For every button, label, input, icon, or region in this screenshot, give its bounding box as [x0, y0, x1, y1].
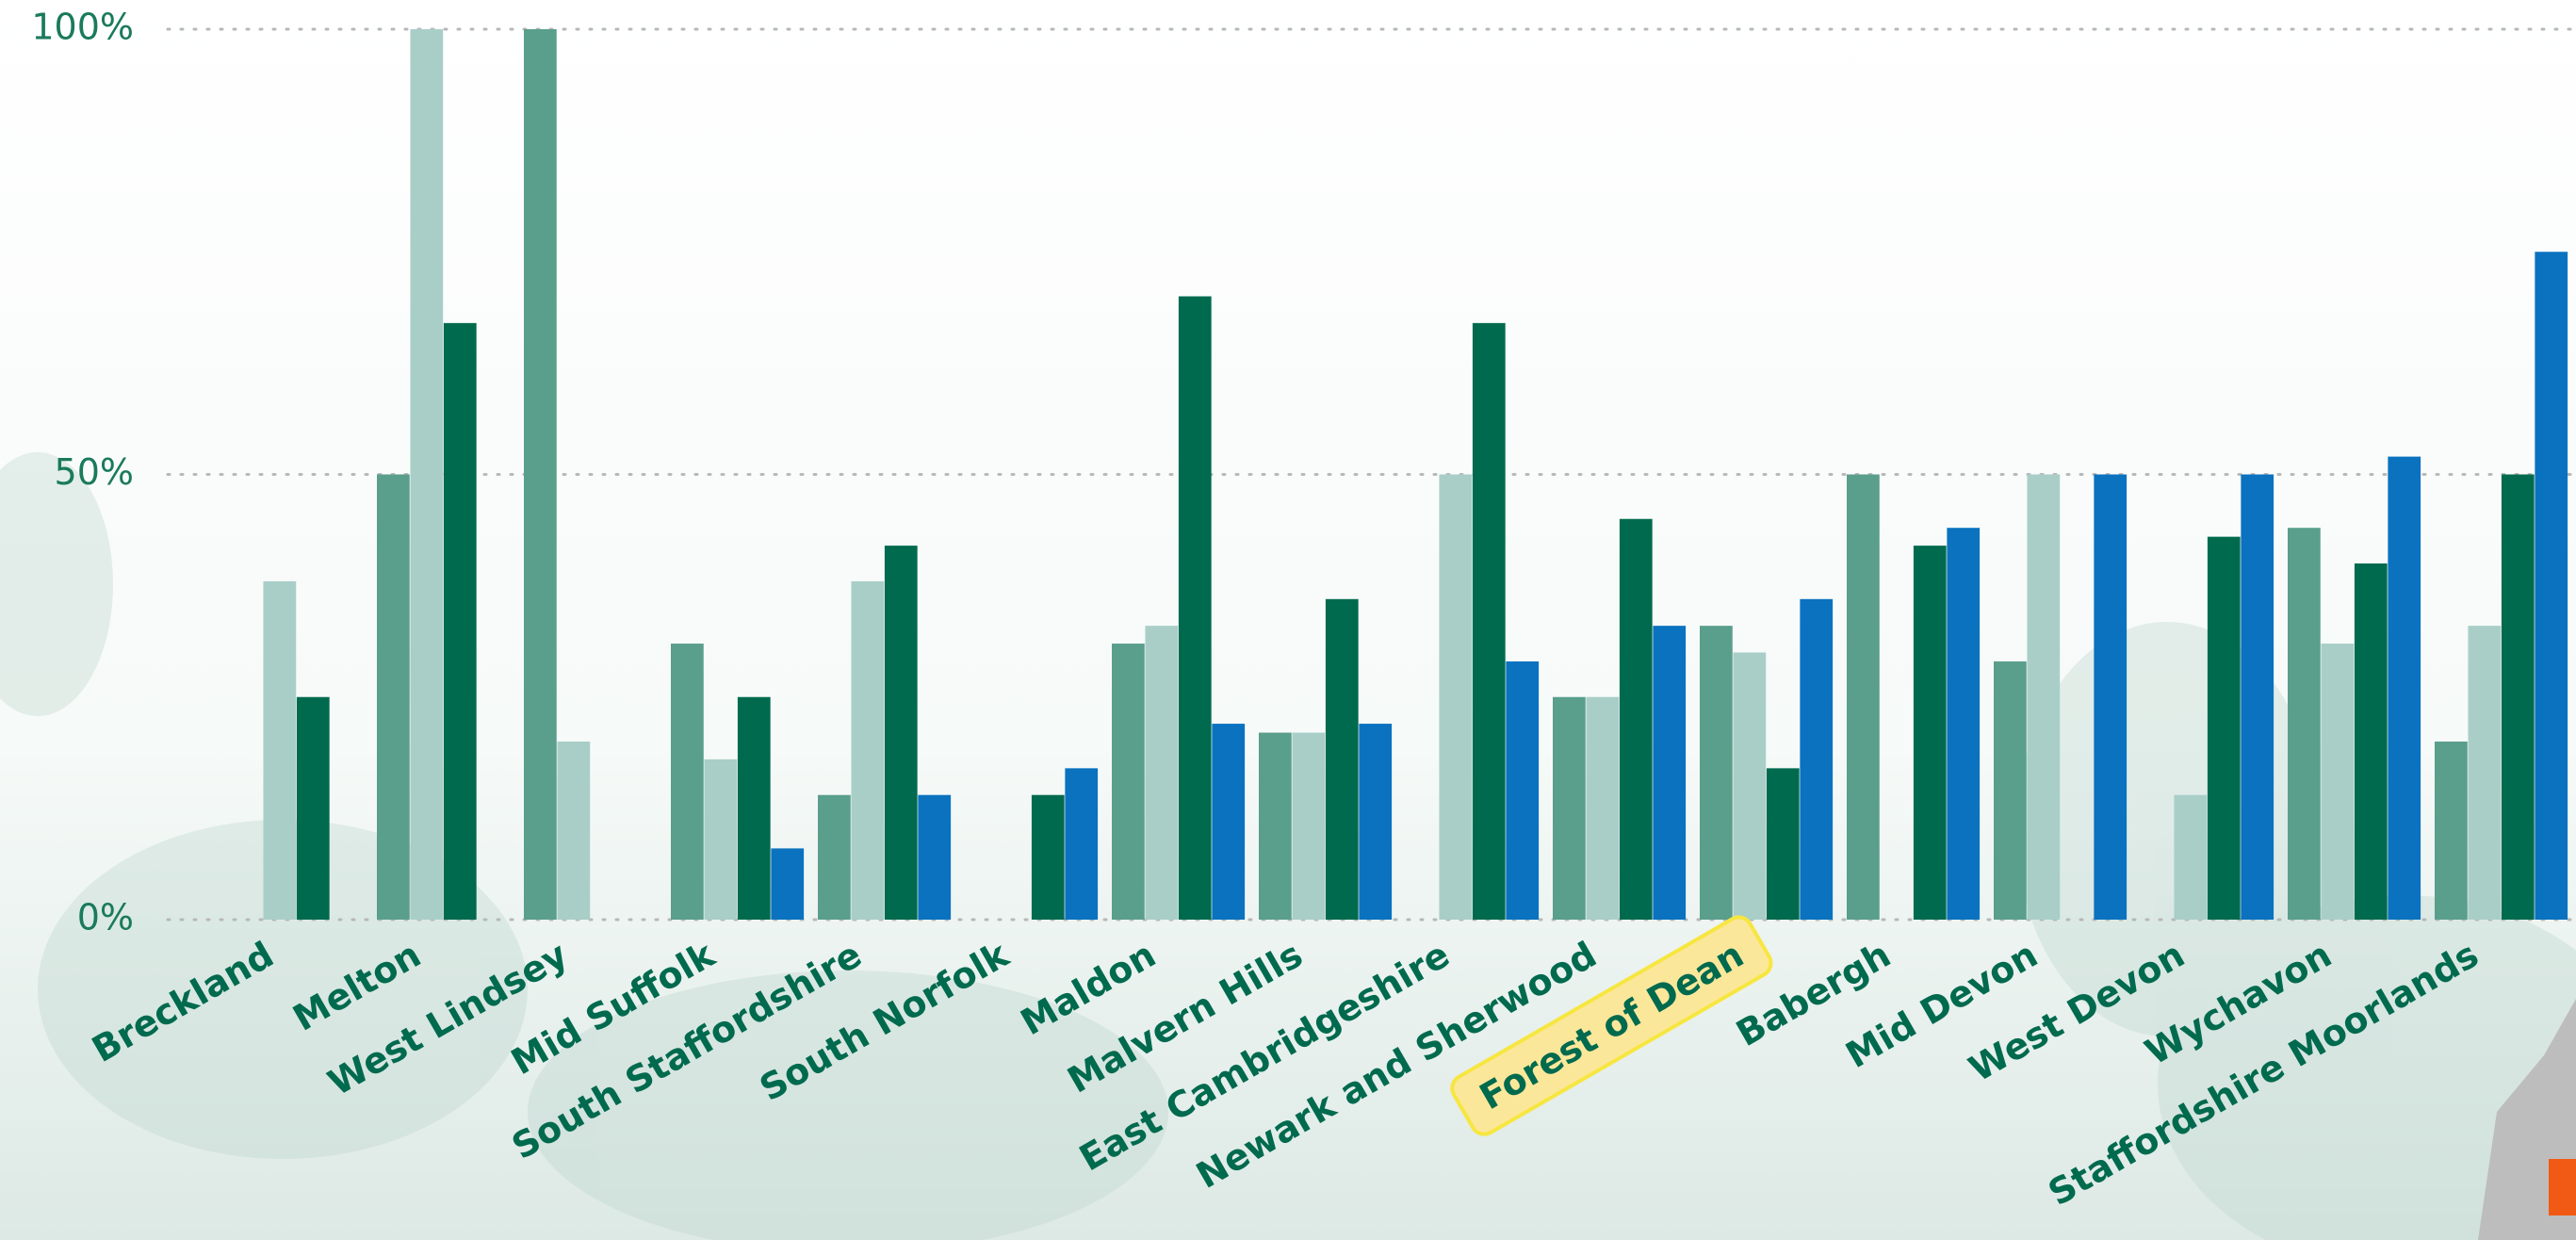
bar — [1947, 528, 1981, 920]
bar — [2501, 474, 2535, 920]
bar — [884, 546, 918, 920]
bar — [2207, 536, 2241, 920]
bar — [2435, 742, 2468, 920]
bar — [2288, 528, 2321, 920]
bar — [410, 29, 444, 920]
bar — [263, 580, 297, 920]
bar — [737, 696, 771, 920]
bar — [1359, 724, 1393, 920]
bar — [818, 794, 851, 920]
bar — [296, 696, 330, 920]
bar — [1439, 474, 1473, 920]
bar — [1292, 732, 1326, 920]
bar — [2321, 644, 2355, 920]
map-highlight — [2549, 1159, 2576, 1216]
bar — [2027, 474, 2061, 920]
bar — [2354, 563, 2388, 920]
bar — [2468, 626, 2502, 920]
bar — [851, 580, 885, 920]
bar — [671, 644, 704, 920]
bar — [1800, 598, 1834, 920]
bar — [2388, 456, 2421, 920]
y-tick-label: 0% — [77, 897, 134, 938]
bar — [771, 848, 805, 920]
bar — [1325, 598, 1359, 920]
highlight-box — [1450, 915, 1773, 1136]
bar — [377, 474, 410, 920]
bar — [1847, 474, 1880, 920]
bar — [1653, 626, 1687, 920]
bar — [1700, 626, 1733, 920]
bar — [2094, 474, 2128, 920]
bar — [1733, 652, 1767, 920]
bar — [1586, 696, 1620, 920]
bar — [1913, 546, 1947, 920]
bar — [2174, 794, 2208, 920]
bar — [1994, 661, 2027, 920]
bar — [557, 742, 591, 920]
bar — [2535, 252, 2568, 920]
bar — [1619, 518, 1653, 920]
bar — [443, 322, 477, 921]
bar — [1065, 768, 1099, 920]
bar — [1506, 661, 1540, 920]
bar — [918, 794, 952, 920]
bar — [1766, 768, 1800, 920]
y-tick-label: 100% — [31, 7, 134, 48]
bar — [1145, 626, 1179, 920]
y-tick-label: 50% — [55, 451, 134, 493]
bar — [1472, 322, 1506, 921]
bar — [1259, 732, 1292, 920]
bar — [1553, 696, 1586, 920]
bar — [704, 759, 738, 920]
bar — [1031, 794, 1065, 920]
bar — [1112, 644, 1145, 920]
bar — [2241, 474, 2274, 920]
bar — [1178, 296, 1212, 920]
bar — [1212, 724, 1246, 920]
bar — [524, 29, 557, 920]
